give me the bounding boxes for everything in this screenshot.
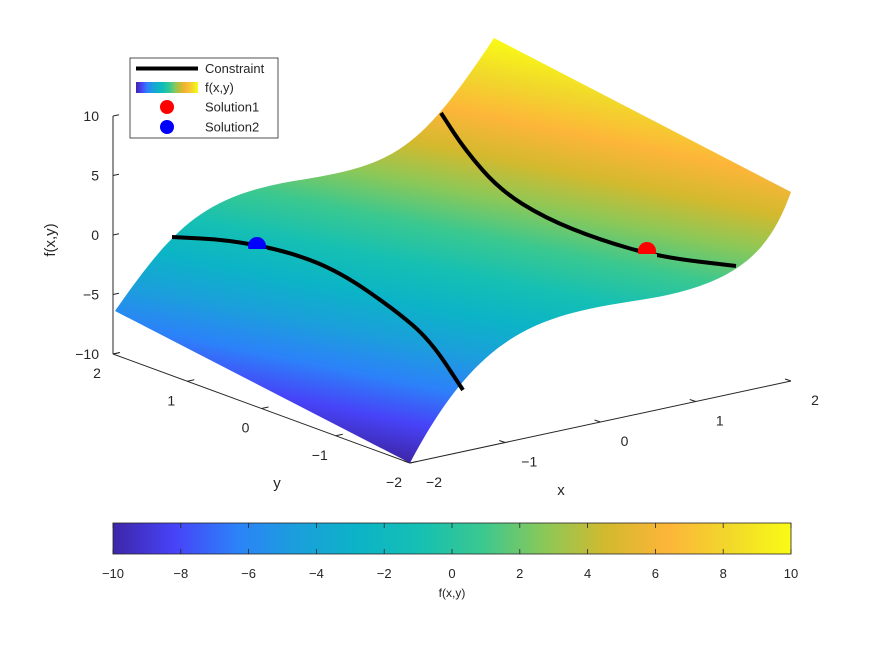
x-tick-mark — [689, 399, 696, 402]
legend: Constraint f(x,y) Solution1 Solution2 — [129, 57, 279, 139]
colorbar-ticks: −10 −8 −6 −4 −2 0 2 4 6 8 10 — [102, 523, 798, 581]
solution-markers — [247, 237, 657, 261]
y-tick-label: 0 — [242, 420, 250, 436]
x-tick-mark — [499, 440, 506, 443]
colorbar-tick-label: 0 — [448, 566, 455, 581]
constraint-curve — [171, 235, 465, 392]
x-axis-ticks: −2 −1 0 1 2 — [403, 378, 819, 490]
colorbar-tick-label: 8 — [720, 566, 727, 581]
y-tick-label: −2 — [386, 474, 402, 490]
colorbar-tick-label: 2 — [516, 566, 523, 581]
colorbar: −10 −8 −6 −4 −2 0 2 4 6 8 10 f(x,y) — [102, 522, 798, 600]
legend-marker-solution2 — [160, 120, 174, 134]
colorbar-tick-label: 10 — [784, 566, 798, 581]
x-tick-mark — [403, 460, 411, 464]
legend-label-constraint: Constraint — [205, 61, 265, 76]
y-axis-label: y — [273, 475, 281, 492]
z-tick-mark — [112, 173, 120, 176]
solution-occluder — [637, 254, 657, 261]
colorbar-tick-label: 6 — [652, 566, 659, 581]
y-tick-mark — [187, 379, 195, 382]
z-tick-mark — [112, 292, 120, 295]
z-tick-label: 0 — [91, 227, 99, 243]
z-tick-label: −10 — [75, 346, 99, 362]
colorbar-tick-label: −6 — [241, 566, 256, 581]
legend-label-solution1: Solution1 — [205, 100, 259, 115]
x-tick-label: 2 — [811, 392, 819, 408]
z-axis-ticks: −10 −5 0 5 10 — [75, 108, 120, 362]
x-tick-label: 0 — [621, 433, 629, 449]
colorbar-tick-label: −2 — [377, 566, 392, 581]
legend-label-solution2: Solution2 — [205, 120, 259, 135]
z-tick-mark — [112, 233, 120, 236]
z-tick-label: 5 — [91, 168, 99, 184]
legend-label-surface: f(x,y) — [205, 80, 234, 95]
x-tick-label: −1 — [521, 454, 537, 470]
surface — [115, 38, 791, 463]
x-tick-mark — [784, 378, 792, 382]
y-tick-mark — [335, 433, 343, 437]
x-axis-label: x — [557, 482, 565, 499]
colorbar-tick-label: −4 — [309, 566, 324, 581]
legend-box — [129, 57, 279, 139]
constraint-curves — [171, 111, 737, 392]
y-tick-label: −1 — [312, 447, 328, 463]
z-tick-label: −5 — [83, 287, 99, 303]
y-tick-mark — [112, 352, 121, 355]
x-tick-mark — [594, 419, 601, 423]
colorbar-label: f(x,y) — [439, 586, 466, 600]
x-tick-label: 1 — [716, 413, 724, 429]
z-tick-label: 10 — [83, 108, 99, 124]
y-tick-label: 2 — [93, 365, 101, 381]
y-tick-mark — [261, 406, 269, 409]
colorbar-tick-label: −8 — [173, 566, 188, 581]
y-axis-ticks: −2 −1 0 1 2 — [93, 352, 418, 490]
y-tick-mark — [409, 461, 418, 464]
legend-swatch-surface — [136, 82, 198, 93]
legend-marker-solution1 — [160, 100, 174, 114]
x-tick-label: −2 — [426, 474, 442, 490]
z-tick-mark — [112, 114, 120, 117]
y-tick-label: 1 — [167, 392, 175, 408]
colorbar-tick-label: −10 — [102, 566, 124, 581]
constraint-curve — [439, 111, 737, 268]
solution-occluder — [247, 249, 267, 256]
z-axis-label: f(x,y) — [42, 223, 59, 256]
colorbar-tick-label: 4 — [584, 566, 591, 581]
